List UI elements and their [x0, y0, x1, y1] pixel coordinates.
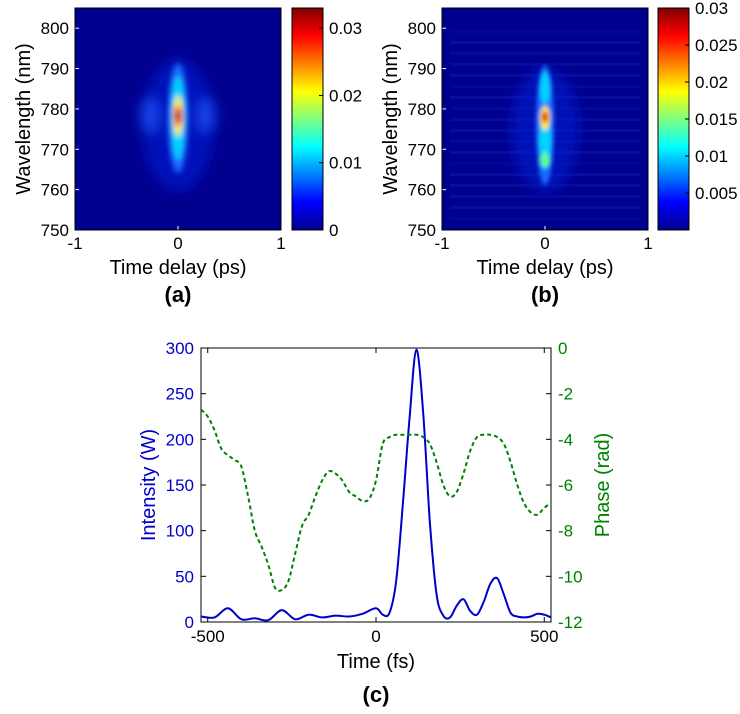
colorbar-a-gradient — [291, 7, 324, 231]
xlabel-b: Time delay (ps) — [476, 257, 613, 279]
colorbar-tick-label-b: 0.01 — [695, 147, 728, 166]
ytick-label-a: 770 — [41, 140, 69, 159]
series-c — [200, 348, 552, 622]
ytick-label-a: 760 — [41, 181, 69, 200]
panel-label-a: (a) — [165, 282, 192, 307]
y2tick-label-c: -8 — [558, 522, 573, 541]
xlabel-c: Time (fs) — [337, 651, 415, 673]
heatmap-b-core — [536, 65, 554, 185]
panel-a: -1 0 1 750 760 770 780 790 800 0 0.01 0.02 0.03 Tim… — [13, 7, 362, 307]
colorbar-tick-label-b: 0.03 — [695, 0, 728, 18]
ytick-label-b: 790 — [408, 60, 436, 79]
panel-label-b: (b) — [531, 282, 559, 307]
xtick-label-a: -1 — [67, 234, 82, 253]
ticks-b: -1 0 1 750 760 770 780 790 800 — [408, 19, 653, 253]
ylabel-a: Wavelength (nm) — [13, 43, 35, 195]
colorbar-b: 0.005 0.01 0.015 0.02 0.025 0.03 — [657, 0, 738, 231]
ytick-label-a: 800 — [41, 19, 69, 38]
y2label-c: Phase (rad) — [592, 433, 614, 538]
ytick-label-c: 250 — [166, 385, 194, 404]
ytick-label-b: 760 — [408, 181, 436, 200]
heatmap-b: -1 0 1 750 760 770 780 790 800 — [408, 7, 653, 253]
xtick-label-c: -500 — [191, 627, 225, 646]
fringe-b — [450, 52, 640, 55]
y2tick-label-c: 0 — [558, 339, 567, 358]
fringe-b — [450, 217, 640, 220]
ytick-label-a: 750 — [41, 221, 69, 240]
ytick-label-b: 750 — [408, 221, 436, 240]
colorbar-tick-label-a: 0 — [329, 221, 338, 240]
fringe-b — [450, 30, 640, 33]
colorbar-a-ticks: 0 0.01 0.02 0.03 — [319, 19, 362, 240]
ylabel-b: Wavelength (nm) — [380, 43, 402, 195]
fringe-b — [450, 195, 640, 198]
colorbar-tick-label-b: 0.015 — [695, 110, 738, 129]
fringe-b — [450, 63, 640, 66]
y2tick-label-c: -2 — [558, 385, 573, 404]
xtick-label-c: 0 — [371, 627, 380, 646]
colorbar-tick-label-a: 0.02 — [329, 86, 362, 105]
ytick-label-c: 100 — [166, 522, 194, 541]
heatmap-a-core — [168, 63, 188, 173]
heatmap-a: -1 0 1 750 760 770 780 790 800 — [41, 7, 286, 253]
colorbar-tick-label-b: 0.005 — [695, 184, 738, 203]
fringe-b — [450, 206, 640, 209]
colorbar-tick-label-a: 0.01 — [329, 154, 362, 173]
ytick-label-c: 300 — [166, 339, 194, 358]
intensity-line — [200, 348, 552, 622]
ticks-a: -1 0 1 750 760 770 780 790 800 — [41, 19, 286, 253]
axes-frame-a — [74, 7, 282, 231]
ylabel-c: Intensity (W) — [138, 429, 160, 541]
axes-frame-b — [441, 7, 649, 231]
colorbar-b-ticks: 0.005 0.01 0.015 0.02 0.025 0.03 — [685, 0, 738, 203]
phase-line — [200, 408, 552, 592]
colorbar-tick-label-b: 0.025 — [695, 36, 738, 55]
xtick-label-b: 0 — [540, 234, 549, 253]
xtick-label-b: -1 — [434, 234, 449, 253]
colorbar-b-gradient — [657, 7, 690, 231]
colorbar-a: 0 0.01 0.02 0.03 — [291, 7, 362, 240]
y2tick-label-c: -10 — [558, 567, 583, 586]
y2tick-label-c: -6 — [558, 476, 573, 495]
fringe-b — [450, 41, 640, 44]
y2tick-label-c: -12 — [558, 613, 583, 632]
xtick-label-a: 0 — [173, 234, 182, 253]
xtick-label-a: 1 — [276, 234, 285, 253]
colorbar-tick-label-b: 0.02 — [695, 73, 728, 92]
ytick-label-c: 150 — [166, 476, 194, 495]
ytick-label-b: 770 — [408, 140, 436, 159]
colorbar-tick-label-a: 0.03 — [329, 19, 362, 38]
xlabel-a: Time delay (ps) — [109, 257, 246, 279]
y2tick-label-c: -4 — [558, 430, 573, 449]
ytick-label-a: 790 — [41, 60, 69, 79]
xtick-label-b: 1 — [643, 234, 652, 253]
xtick-label-c: 500 — [530, 627, 558, 646]
ytick-label-a: 780 — [41, 100, 69, 119]
ytick-label-b: 800 — [408, 19, 436, 38]
ytick-label-c: 0 — [185, 613, 194, 632]
panel-label-c: (c) — [363, 682, 390, 707]
ytick-label-c: 50 — [175, 567, 194, 586]
ytick-label-c: 200 — [166, 430, 194, 449]
ytick-label-b: 780 — [408, 100, 436, 119]
